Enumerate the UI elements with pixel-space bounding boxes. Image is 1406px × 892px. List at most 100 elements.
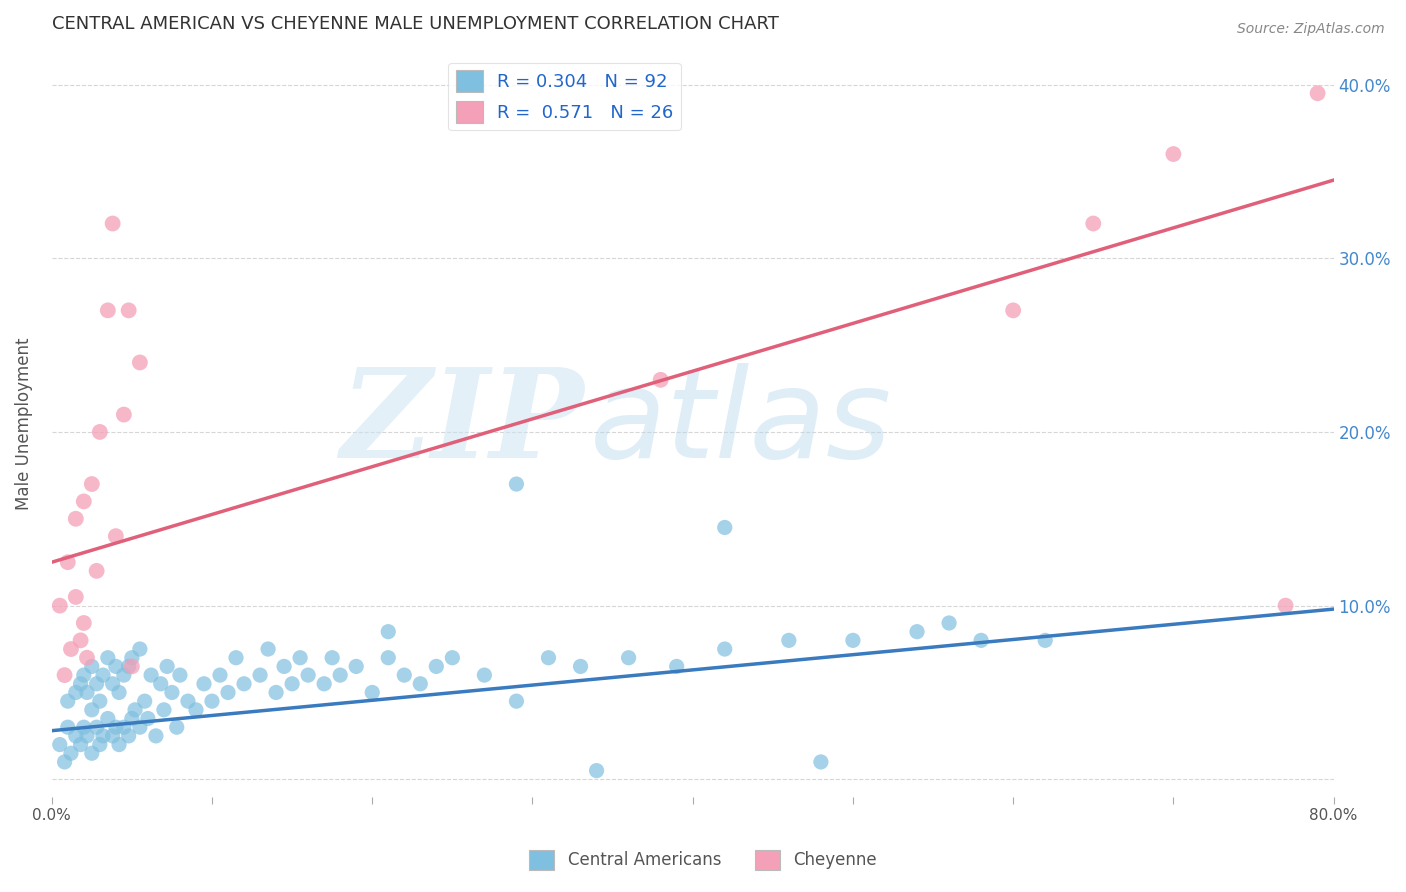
Point	[121, 712, 143, 726]
Point	[970, 633, 993, 648]
Point	[101, 729, 124, 743]
Point	[905, 624, 928, 639]
Point	[778, 633, 800, 648]
Point	[104, 529, 127, 543]
Point	[65, 512, 87, 526]
Point	[297, 668, 319, 682]
Point	[69, 677, 91, 691]
Point	[80, 703, 103, 717]
Point	[585, 764, 607, 778]
Point	[112, 720, 135, 734]
Point	[136, 712, 159, 726]
Point	[441, 650, 464, 665]
Text: ZIP: ZIP	[340, 362, 583, 484]
Point	[425, 659, 447, 673]
Point	[49, 738, 72, 752]
Point	[1002, 303, 1025, 318]
Point	[56, 720, 79, 734]
Point	[249, 668, 271, 682]
Point	[617, 650, 640, 665]
Point	[128, 720, 150, 734]
Point	[80, 477, 103, 491]
Point	[377, 624, 399, 639]
Point	[80, 659, 103, 673]
Point	[149, 677, 172, 691]
Legend: R = 0.304   N = 92, R =  0.571   N = 26: R = 0.304 N = 92, R = 0.571 N = 26	[449, 62, 681, 130]
Legend: Central Americans, Cheyenne: Central Americans, Cheyenne	[523, 843, 883, 877]
Point	[145, 729, 167, 743]
Point	[184, 703, 207, 717]
Point	[409, 677, 432, 691]
Point	[101, 217, 124, 231]
Point	[569, 659, 592, 673]
Point	[56, 555, 79, 569]
Point	[217, 685, 239, 699]
Point	[53, 668, 76, 682]
Point	[160, 685, 183, 699]
Point	[65, 685, 87, 699]
Point	[169, 668, 191, 682]
Point	[134, 694, 156, 708]
Y-axis label: Male Unemployment: Male Unemployment	[15, 337, 32, 509]
Point	[938, 615, 960, 630]
Point	[76, 650, 98, 665]
Point	[112, 408, 135, 422]
Point	[59, 642, 82, 657]
Point	[264, 685, 287, 699]
Point	[505, 477, 527, 491]
Point	[121, 650, 143, 665]
Point	[86, 720, 108, 734]
Point	[69, 738, 91, 752]
Point	[394, 668, 416, 682]
Point	[314, 677, 336, 691]
Text: atlas: atlas	[591, 363, 893, 483]
Point	[97, 650, 120, 665]
Point	[177, 694, 200, 708]
Point	[108, 738, 131, 752]
Point	[505, 694, 527, 708]
Point	[193, 677, 215, 691]
Point	[810, 755, 832, 769]
Point	[344, 659, 367, 673]
Point	[104, 720, 127, 734]
Point	[201, 694, 224, 708]
Point	[166, 720, 188, 734]
Point	[650, 373, 672, 387]
Point	[89, 425, 111, 439]
Point	[361, 685, 384, 699]
Point	[73, 668, 96, 682]
Point	[108, 685, 131, 699]
Text: Source: ZipAtlas.com: Source: ZipAtlas.com	[1237, 22, 1385, 37]
Point	[665, 659, 688, 673]
Point	[76, 729, 98, 743]
Point	[56, 694, 79, 708]
Point	[69, 633, 91, 648]
Point	[118, 659, 141, 673]
Point	[377, 650, 399, 665]
Point	[128, 355, 150, 369]
Point	[118, 729, 141, 743]
Point	[474, 668, 496, 682]
Point	[273, 659, 295, 673]
Point	[1033, 633, 1056, 648]
Point	[59, 746, 82, 760]
Point	[104, 659, 127, 673]
Point	[288, 650, 311, 665]
Point	[124, 703, 146, 717]
Point	[321, 650, 343, 665]
Text: CENTRAL AMERICAN VS CHEYENNE MALE UNEMPLOYMENT CORRELATION CHART: CENTRAL AMERICAN VS CHEYENNE MALE UNEMPL…	[52, 15, 779, 33]
Point	[139, 668, 162, 682]
Point	[1306, 87, 1329, 101]
Point	[86, 677, 108, 691]
Point	[97, 303, 120, 318]
Point	[53, 755, 76, 769]
Point	[257, 642, 280, 657]
Point	[713, 520, 735, 534]
Point	[65, 590, 87, 604]
Point	[225, 650, 247, 665]
Point	[112, 668, 135, 682]
Point	[156, 659, 179, 673]
Point	[49, 599, 72, 613]
Point	[1274, 599, 1296, 613]
Point	[1163, 147, 1185, 161]
